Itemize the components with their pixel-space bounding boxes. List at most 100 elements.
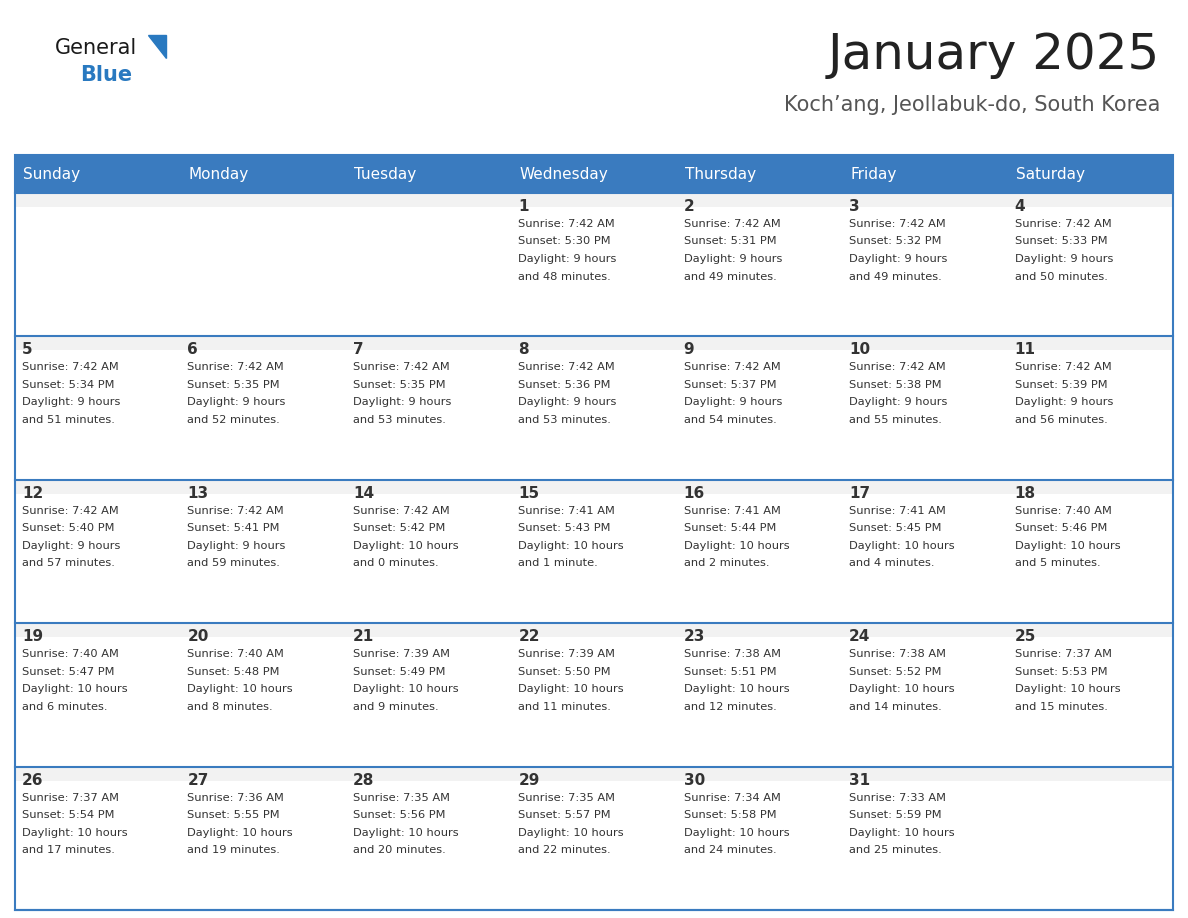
Text: and 12 minutes.: and 12 minutes. (684, 701, 777, 711)
Text: Daylight: 10 hours: Daylight: 10 hours (188, 684, 293, 694)
Bar (181, 780, 346, 910)
Bar (181, 623, 346, 767)
Bar (346, 480, 511, 623)
Text: and 56 minutes.: and 56 minutes. (1015, 415, 1107, 425)
Text: General: General (55, 38, 138, 58)
Text: Sunset: 5:44 PM: Sunset: 5:44 PM (684, 523, 776, 533)
Text: Blue: Blue (80, 65, 132, 85)
Text: Sunrise: 7:37 AM: Sunrise: 7:37 AM (1015, 649, 1112, 659)
Bar (15, 767, 181, 910)
Bar (511, 480, 677, 623)
Text: Sunrise: 7:41 AM: Sunrise: 7:41 AM (518, 506, 615, 516)
Text: Sunset: 5:42 PM: Sunset: 5:42 PM (353, 523, 446, 533)
Text: 6: 6 (188, 342, 198, 357)
Text: Sunset: 5:55 PM: Sunset: 5:55 PM (188, 810, 280, 820)
Text: and 11 minutes.: and 11 minutes. (518, 701, 611, 711)
Bar (1007, 767, 1173, 910)
Text: Monday: Monday (189, 166, 248, 182)
Bar (511, 494, 677, 623)
Text: Friday: Friday (851, 166, 897, 182)
Text: Sunset: 5:43 PM: Sunset: 5:43 PM (518, 523, 611, 533)
Bar (346, 494, 511, 623)
Text: Sunset: 5:49 PM: Sunset: 5:49 PM (353, 666, 446, 677)
Bar (346, 637, 511, 767)
Text: Daylight: 9 hours: Daylight: 9 hours (518, 254, 617, 264)
Bar (1007, 351, 1173, 480)
Text: Sunrise: 7:42 AM: Sunrise: 7:42 AM (188, 363, 284, 373)
Text: and 19 minutes.: and 19 minutes. (188, 845, 280, 855)
Text: 27: 27 (188, 773, 209, 788)
Text: 11: 11 (1015, 342, 1036, 357)
Text: Sunrise: 7:42 AM: Sunrise: 7:42 AM (353, 506, 449, 516)
Text: Sunset: 5:50 PM: Sunset: 5:50 PM (518, 666, 611, 677)
Bar (1007, 336, 1173, 480)
Text: Daylight: 9 hours: Daylight: 9 hours (1015, 397, 1113, 408)
Text: Daylight: 10 hours: Daylight: 10 hours (684, 828, 789, 837)
Bar (677, 480, 842, 623)
Text: Sunrise: 7:42 AM: Sunrise: 7:42 AM (23, 363, 119, 373)
Text: 14: 14 (353, 486, 374, 501)
Text: Daylight: 10 hours: Daylight: 10 hours (518, 828, 624, 837)
Text: Sunset: 5:46 PM: Sunset: 5:46 PM (1015, 523, 1107, 533)
Text: Sunset: 5:40 PM: Sunset: 5:40 PM (23, 523, 114, 533)
Bar (15, 780, 181, 910)
Text: and 57 minutes.: and 57 minutes. (23, 558, 115, 568)
Text: and 1 minute.: and 1 minute. (518, 558, 598, 568)
Text: Koch’ang, Jeollabuk-do, South Korea: Koch’ang, Jeollabuk-do, South Korea (784, 95, 1159, 115)
Text: Sunrise: 7:37 AM: Sunrise: 7:37 AM (23, 792, 119, 802)
Bar (511, 767, 677, 910)
Text: Sunset: 5:38 PM: Sunset: 5:38 PM (849, 380, 942, 390)
Text: Thursday: Thursday (684, 166, 756, 182)
Text: Daylight: 9 hours: Daylight: 9 hours (188, 541, 286, 551)
Text: Daylight: 9 hours: Daylight: 9 hours (849, 397, 948, 408)
Text: Daylight: 10 hours: Daylight: 10 hours (518, 541, 624, 551)
Bar (15, 623, 181, 767)
Text: 13: 13 (188, 486, 209, 501)
Bar (842, 767, 1007, 910)
Text: 25: 25 (1015, 629, 1036, 644)
Bar (346, 767, 511, 910)
Text: Sunrise: 7:40 AM: Sunrise: 7:40 AM (1015, 506, 1112, 516)
Bar (1007, 207, 1173, 336)
Bar (842, 780, 1007, 910)
Bar (842, 193, 1007, 336)
Text: Sunrise: 7:34 AM: Sunrise: 7:34 AM (684, 792, 781, 802)
Text: Tuesday: Tuesday (354, 166, 416, 182)
Bar (181, 480, 346, 623)
Text: Wednesday: Wednesday (519, 166, 608, 182)
Text: Sunrise: 7:42 AM: Sunrise: 7:42 AM (188, 506, 284, 516)
Bar (181, 637, 346, 767)
Bar (1007, 623, 1173, 767)
Bar (842, 207, 1007, 336)
Text: Sunrise: 7:36 AM: Sunrise: 7:36 AM (188, 792, 284, 802)
Text: Saturday: Saturday (1016, 166, 1085, 182)
Bar (346, 336, 511, 480)
Text: and 22 minutes.: and 22 minutes. (518, 845, 611, 855)
Text: Sunrise: 7:42 AM: Sunrise: 7:42 AM (23, 506, 119, 516)
Bar (346, 193, 511, 336)
Bar (181, 207, 346, 336)
Text: Daylight: 9 hours: Daylight: 9 hours (849, 254, 948, 264)
Text: 18: 18 (1015, 486, 1036, 501)
Polygon shape (148, 35, 166, 58)
Text: 16: 16 (684, 486, 704, 501)
Text: Sunrise: 7:40 AM: Sunrise: 7:40 AM (23, 649, 119, 659)
Text: Sunrise: 7:39 AM: Sunrise: 7:39 AM (353, 649, 450, 659)
Text: 17: 17 (849, 486, 871, 501)
Bar (346, 780, 511, 910)
Bar (842, 351, 1007, 480)
Text: Sunset: 5:36 PM: Sunset: 5:36 PM (518, 380, 611, 390)
Text: Daylight: 9 hours: Daylight: 9 hours (518, 397, 617, 408)
Bar (346, 351, 511, 480)
Text: Sunset: 5:53 PM: Sunset: 5:53 PM (1015, 666, 1107, 677)
Bar (1007, 494, 1173, 623)
Bar (181, 193, 346, 336)
Text: Sunset: 5:41 PM: Sunset: 5:41 PM (188, 523, 280, 533)
Text: Daylight: 10 hours: Daylight: 10 hours (849, 828, 955, 837)
Text: Sunrise: 7:42 AM: Sunrise: 7:42 AM (1015, 219, 1111, 229)
Text: 7: 7 (353, 342, 364, 357)
Text: 20: 20 (188, 629, 209, 644)
Text: Sunset: 5:59 PM: Sunset: 5:59 PM (849, 810, 942, 820)
Text: Sunrise: 7:42 AM: Sunrise: 7:42 AM (518, 363, 615, 373)
Text: 12: 12 (23, 486, 43, 501)
